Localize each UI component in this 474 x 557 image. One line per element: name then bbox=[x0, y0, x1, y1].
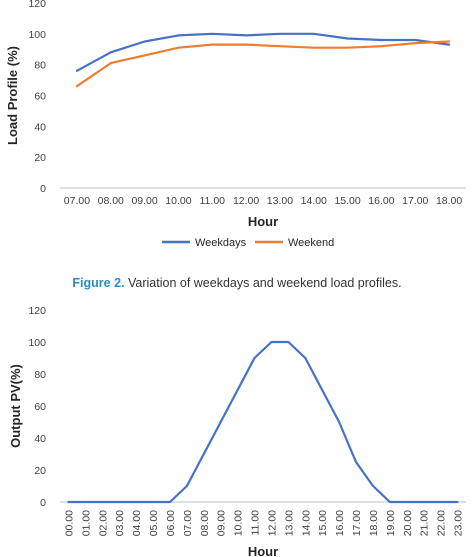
x-tick-label: 04.00 bbox=[131, 510, 143, 536]
x-tick-label: 01.00 bbox=[80, 510, 92, 536]
y-axis-title: Load Profile (%) bbox=[5, 46, 20, 145]
x-tick-label: 21.00 bbox=[419, 510, 431, 536]
x-tick-label: 18.00 bbox=[368, 510, 380, 536]
pv-output-series-line bbox=[67, 340, 459, 504]
legend-label-weekdays: Weekdays bbox=[195, 237, 247, 249]
x-tick-label: 15.00 bbox=[317, 510, 329, 536]
x-axis-title: Hour bbox=[248, 214, 278, 229]
x-tick-label: 07.00 bbox=[182, 510, 194, 536]
x-tick-label: 17.00 bbox=[402, 195, 428, 207]
x-tick-label: 16.00 bbox=[334, 510, 346, 536]
y-tick-label: 60 bbox=[34, 91, 46, 103]
y-tick-label: 120 bbox=[28, 0, 46, 10]
x-tick-label: 13.00 bbox=[267, 195, 293, 207]
x-tick-label: 08.00 bbox=[98, 195, 124, 207]
x-tick-label: 10.00 bbox=[165, 195, 191, 207]
x-tick-label: 02.00 bbox=[97, 510, 109, 536]
x-tick-label: 03.00 bbox=[114, 510, 126, 536]
x-tick-label: 12.00 bbox=[233, 195, 259, 207]
x-tick-label: 09.00 bbox=[216, 510, 228, 536]
x-tick-label: 19.00 bbox=[385, 510, 397, 536]
y-tick-label: 120 bbox=[28, 305, 46, 317]
x-tick-label: 00.00 bbox=[63, 510, 75, 536]
x-tick-label: 09.00 bbox=[131, 195, 157, 207]
x-tick-label: 22.00 bbox=[436, 510, 448, 536]
x-tick-label: 20.00 bbox=[402, 510, 414, 536]
x-tick-label: 14.00 bbox=[300, 510, 312, 536]
x-tick-label: 17.00 bbox=[351, 510, 363, 536]
y-tick-label: 40 bbox=[34, 433, 46, 445]
y-tick-label: 100 bbox=[28, 337, 46, 349]
y-tick-label: 40 bbox=[34, 121, 46, 133]
x-tick-label: 15.00 bbox=[334, 195, 360, 207]
load-profile-chart: 0 20 40 60 80 100 120 07.00 08.00 09.00 10.00 11.00… bbox=[5, 0, 466, 249]
x-tick-label: 10.00 bbox=[233, 510, 245, 536]
y-tick-label: 60 bbox=[34, 401, 46, 413]
x-tick-label: 06.00 bbox=[165, 510, 177, 536]
y-tick-label: 0 bbox=[40, 497, 46, 509]
figure-caption: Figure 2. Variation of weekdays and week… bbox=[0, 276, 474, 290]
legend-label-weekend: Weekend bbox=[288, 237, 334, 249]
x-tick-label: 11.00 bbox=[200, 195, 226, 207]
x-tick-label: 12.00 bbox=[266, 510, 278, 536]
caption-label: Figure 2. bbox=[72, 276, 125, 290]
x-tick-label: 07.00 bbox=[64, 195, 90, 207]
x-tick-label: 23.00 bbox=[453, 510, 465, 536]
x-tick-label: 14.00 bbox=[301, 195, 327, 207]
y-tick-label: 20 bbox=[34, 465, 46, 477]
x-tick-label: 08.00 bbox=[199, 510, 211, 536]
x-tick-label: 18.00 bbox=[436, 195, 462, 207]
x-tick-label: 11.00 bbox=[250, 510, 262, 536]
y-tick-label: 20 bbox=[34, 152, 46, 164]
caption-text: Variation of weekdays and weekend load p… bbox=[128, 276, 402, 290]
weekend-series-line bbox=[75, 40, 451, 88]
y-tick-label: 100 bbox=[28, 29, 46, 41]
x-tick-label: 16.00 bbox=[368, 195, 394, 207]
weekdays-series-line bbox=[75, 32, 451, 72]
x-tick-label: 13.00 bbox=[283, 510, 295, 536]
y-tick-label: 80 bbox=[34, 60, 46, 72]
y-tick-label: 0 bbox=[40, 183, 46, 195]
y-tick-label: 80 bbox=[34, 369, 46, 381]
y-axis-title: Output PV(%) bbox=[8, 364, 23, 448]
x-axis-title: Hour bbox=[248, 544, 278, 557]
pv-output-chart: 0 20 40 60 80 100 120 00.00 01.00 02.00 03.00 04.00… bbox=[8, 305, 466, 557]
x-tick-label: 05.00 bbox=[148, 510, 160, 536]
